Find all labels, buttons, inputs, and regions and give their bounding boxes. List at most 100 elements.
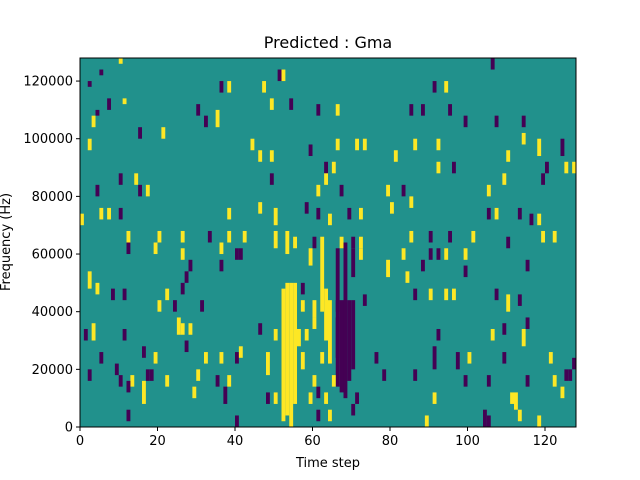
heatmap-cell <box>122 328 127 341</box>
heatmap-cell <box>335 138 340 151</box>
heatmap-cell <box>537 213 542 226</box>
heatmap-cell <box>165 288 170 301</box>
heatmap-cell <box>126 409 131 422</box>
heatmap-cell <box>250 138 255 151</box>
heatmap-cell <box>432 81 437 93</box>
heatmap-cell <box>409 230 414 243</box>
heatmap-cell <box>262 81 267 93</box>
heatmap-cell <box>87 138 92 151</box>
heatmap-cell <box>281 69 286 82</box>
heatmap-cell <box>196 104 201 116</box>
heatmap-cell <box>413 138 418 151</box>
heatmap-cell <box>281 288 286 422</box>
heatmap-cell <box>428 248 433 260</box>
heatmap-cell <box>572 161 577 174</box>
heatmap-cell <box>285 282 290 416</box>
heatmap-cell <box>486 415 491 427</box>
heatmap-cell <box>188 259 193 272</box>
heatmap-cell <box>238 346 243 358</box>
heatmap-cell <box>316 386 321 399</box>
heatmap-cell <box>126 242 131 255</box>
heatmap-cell <box>463 248 468 260</box>
heatmap-cell <box>572 357 577 370</box>
heatmap-cell <box>320 352 325 364</box>
heatmap-cell <box>405 271 410 283</box>
heatmap-cell <box>521 115 526 128</box>
heatmap-cell <box>130 375 135 387</box>
heatmap-cell <box>328 409 332 422</box>
heatmap-cell <box>351 300 356 370</box>
heatmap-cell <box>153 352 158 364</box>
heatmap-cell <box>227 375 232 387</box>
heatmap-cell <box>308 392 313 404</box>
heatmap-cell <box>436 248 441 260</box>
heatmap-cell <box>564 369 569 381</box>
heatmap-cell <box>269 150 274 162</box>
heatmap-cell <box>517 409 522 422</box>
heatmap-cell <box>413 369 418 381</box>
heatmap-cell <box>273 207 278 226</box>
x-axis: 0 20 40 60 80 100 120 <box>76 427 557 449</box>
heatmap-cell <box>118 375 123 387</box>
heatmap-cell <box>564 161 569 174</box>
heatmap-cell <box>300 282 305 295</box>
heatmap-cell <box>215 109 220 128</box>
y-tick-label: 60000 <box>32 248 73 263</box>
heatmap-cell <box>455 352 460 370</box>
heatmap-cell <box>161 127 166 139</box>
heatmap-cell <box>339 236 344 249</box>
heatmap-cell <box>165 375 170 387</box>
heatmap-cell <box>192 386 197 399</box>
heatmap-cell <box>235 352 239 364</box>
heatmap-cell <box>428 288 433 301</box>
heatmap-cell <box>374 352 379 364</box>
heatmap-cell <box>320 236 325 312</box>
heatmap-cell <box>219 242 224 255</box>
heatmap-cell <box>436 161 441 174</box>
heatmap-cell <box>184 271 189 283</box>
heatmap-cell <box>444 248 449 260</box>
heatmap-cell <box>463 265 468 278</box>
heatmap-cell <box>114 363 119 376</box>
heatmap-cell <box>122 288 127 301</box>
heatmap-cell <box>277 69 282 82</box>
heatmap-cell <box>335 300 340 312</box>
y-axis-label: Frequency (Hz) <box>0 193 14 291</box>
heatmap-cell <box>122 98 127 105</box>
heatmap-cell <box>428 230 433 243</box>
heatmap-cell <box>99 207 104 220</box>
heatmap-cell <box>452 288 456 301</box>
heatmap-cell <box>184 340 189 353</box>
heatmap-cell <box>273 230 278 249</box>
heatmap-cell <box>289 98 294 110</box>
heatmap-cell <box>452 161 456 174</box>
heatmap-cell <box>448 104 453 116</box>
heatmap-cell <box>95 184 100 197</box>
heatmap-cell <box>424 415 429 427</box>
heatmap-cell <box>126 380 131 393</box>
heatmap-cell <box>331 375 336 387</box>
heatmap-cell <box>138 184 143 197</box>
heatmap-cell <box>316 207 321 220</box>
plot-area <box>79 57 577 428</box>
heatmap-cell <box>525 259 530 272</box>
heatmap-cell <box>312 236 317 249</box>
heatmap-cell <box>382 369 387 381</box>
heatmap-cell <box>339 300 344 393</box>
heatmap-cell <box>180 248 185 260</box>
heatmap-cell <box>316 104 321 116</box>
heatmap-cell <box>486 184 491 197</box>
heatmap-cell <box>471 230 476 243</box>
x-tick-label: 20 <box>149 434 166 449</box>
heatmap-cell <box>273 392 278 404</box>
heatmap-cell <box>293 236 298 249</box>
heatmap-cell <box>289 282 294 427</box>
heatmap-cell <box>359 236 363 249</box>
heatmap-cell <box>316 184 321 197</box>
plot-frame <box>79 57 577 428</box>
heatmap-cell <box>308 144 313 157</box>
heatmap-cell <box>355 138 360 151</box>
heatmap-cell <box>537 415 542 427</box>
heatmap-cell <box>529 213 534 226</box>
